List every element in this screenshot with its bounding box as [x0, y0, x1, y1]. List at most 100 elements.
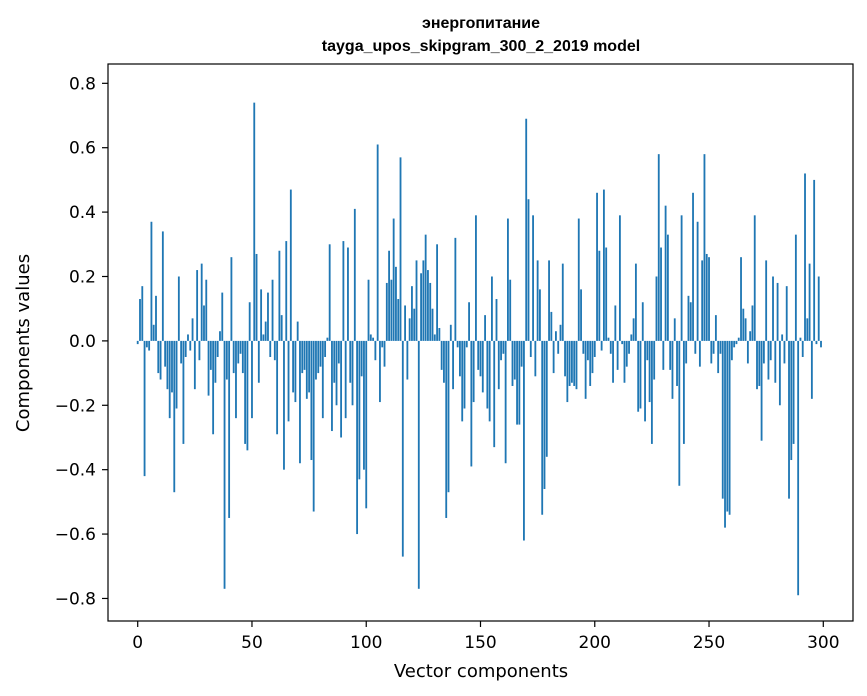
bar-62: [278, 250, 281, 341]
y-tick-label: −0.4: [55, 461, 96, 481]
bar-57: [267, 292, 269, 341]
bar-9: [157, 340, 160, 374]
bar-280: [776, 282, 779, 341]
bar-16: [173, 340, 176, 493]
bar-241: [687, 295, 690, 341]
bar-263: [737, 337, 740, 341]
bar-222: [644, 340, 646, 422]
bar-128: [429, 282, 432, 341]
bar-138: [452, 340, 454, 390]
bar-299: [820, 340, 822, 348]
bar-197: [586, 340, 589, 361]
x-tick-label: 150: [464, 633, 496, 653]
bar-206: [607, 337, 610, 341]
bar-284: [785, 286, 788, 341]
bar-279: [774, 340, 777, 383]
bar-52: [255, 253, 258, 341]
bar-91: [344, 340, 347, 419]
bar-series: [136, 102, 822, 596]
bar-69: [294, 340, 297, 403]
bar-44: [237, 340, 240, 364]
bar-270: [753, 215, 756, 341]
bar-296: [813, 179, 816, 341]
bar-268: [749, 331, 752, 341]
bar-174: [534, 340, 537, 377]
bar-265: [742, 308, 745, 341]
bar-66: [287, 340, 290, 422]
bar-19: [180, 340, 183, 364]
bar-245: [696, 221, 699, 341]
bar-130: [433, 334, 436, 341]
bar-124: [420, 273, 422, 341]
bar-235: [673, 318, 676, 341]
bar-277: [769, 340, 772, 361]
bar-96: [356, 340, 359, 535]
bar-139: [454, 237, 457, 341]
bar-6: [150, 221, 153, 341]
bar-84: [328, 244, 331, 341]
bar-120: [411, 286, 413, 341]
bar-81: [321, 340, 324, 419]
bar-171: [527, 199, 530, 341]
bar-147: [472, 340, 475, 403]
bar-92: [347, 247, 349, 341]
bar-256: [721, 340, 724, 499]
y-tick-label: −0.8: [55, 589, 96, 609]
bar-133: [440, 340, 443, 370]
bar-68: [292, 340, 295, 393]
bar-237: [678, 340, 681, 486]
bar-243: [692, 192, 694, 341]
bar-80: [319, 340, 322, 367]
bar-83: [326, 337, 329, 341]
bar-215: [628, 340, 630, 354]
bar-35: [216, 340, 219, 357]
bar-101: [367, 279, 370, 341]
bar-180: [548, 260, 550, 341]
bar-51: [253, 102, 256, 341]
bar-227: [655, 276, 658, 341]
bar-131: [436, 244, 438, 341]
bar-78: [315, 340, 317, 380]
bar-150: [479, 340, 482, 377]
bar-86: [333, 340, 336, 383]
bar-18: [177, 276, 180, 341]
bar-262: [735, 340, 738, 345]
bar-88: [337, 340, 340, 364]
bar-119: [408, 318, 411, 341]
x-axis-label: Vector components: [394, 661, 568, 682]
bar-257: [724, 340, 726, 528]
bar-135: [445, 340, 448, 518]
bar-228: [657, 154, 660, 341]
x-tick-label: 200: [579, 633, 611, 653]
bar-153: [486, 340, 489, 409]
bar-90: [342, 241, 345, 341]
bar-200: [593, 340, 596, 357]
y-tick-label: 0.8: [69, 74, 96, 94]
bar-73: [303, 340, 306, 370]
bar-184: [557, 340, 560, 354]
bar-247: [701, 260, 704, 341]
bar-182: [552, 340, 555, 374]
bar-102: [369, 334, 372, 341]
bar-89: [340, 340, 343, 438]
bar-217: [632, 318, 635, 341]
bar-123: [417, 340, 420, 589]
bar-26: [196, 270, 199, 341]
bar-267: [746, 340, 749, 364]
y-axis-ticks: 0.8 0.6 0.4 0.2 0.0 −0.2 −0.4 −0.6 −0.8: [55, 74, 108, 609]
bar-194: [580, 289, 582, 341]
bar-218: [634, 263, 637, 341]
bar-98: [360, 340, 363, 377]
bar-189: [568, 340, 571, 386]
bar-45: [239, 340, 242, 354]
bar-99: [363, 340, 365, 470]
bar-85: [331, 340, 333, 432]
bar-213: [623, 340, 626, 383]
bar-42: [232, 340, 235, 374]
bar-4: [145, 340, 148, 348]
bar-127: [427, 270, 429, 341]
bar-142: [461, 340, 464, 422]
bar-76: [310, 340, 313, 461]
bar-87: [335, 340, 338, 406]
